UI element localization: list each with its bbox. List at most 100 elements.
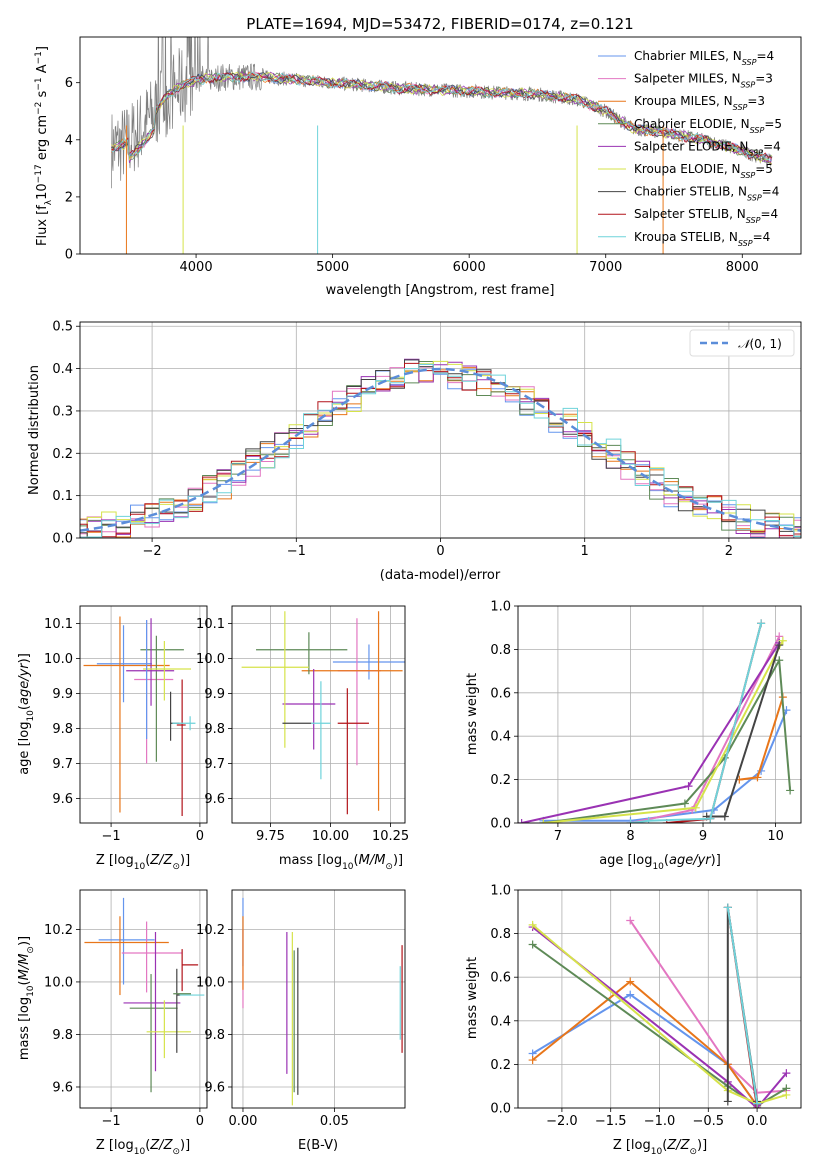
- y-tick-label: 9.6: [52, 1080, 73, 1095]
- series-marker: [684, 782, 693, 791]
- y-tick-label: 0.0: [490, 1102, 511, 1117]
- y-tick-label: 10.0: [196, 652, 225, 667]
- series-marker: [778, 636, 787, 645]
- label-part: ⊙: [689, 1147, 697, 1157]
- label-part: 10: [342, 862, 354, 872]
- label-part: λ: [44, 199, 54, 205]
- series-line: [531, 926, 788, 1108]
- chart-mass-vs-Z: −1 0 9.6 9.8 10.0 10.2: [44, 889, 208, 1129]
- x-tick-label: 2: [725, 544, 733, 559]
- series-line: [532, 993, 758, 1107]
- legend-name: Chabrier MILES, N: [634, 49, 742, 63]
- y-tick-label: 0: [65, 248, 73, 263]
- legend-sub: SSP: [746, 216, 761, 225]
- x-axis-label: E(B-V): [298, 1138, 338, 1153]
- legend-box: [689, 329, 795, 357]
- legend-name: Salpeter ELODIE, N: [634, 139, 748, 153]
- x-axis-label: (data-model)/error: [380, 568, 501, 583]
- x-tick-label: 9.75: [256, 829, 285, 844]
- x-tick-label: −1: [101, 829, 120, 844]
- label-part: )]: [393, 853, 403, 868]
- label-part: erg cm: [35, 115, 50, 164]
- x-tick-label: 6000: [453, 260, 486, 275]
- y-tick-label: 9.8: [204, 722, 225, 737]
- series-line: [531, 924, 787, 1105]
- chart-age-vs-Z: −1 0 9.6 9.7 9.8 9.9 10.0 10.1: [44, 605, 208, 844]
- x-tick-label: −1.0: [644, 1114, 676, 1129]
- series-marker: [786, 786, 795, 795]
- x-tick-label: −1: [101, 1114, 120, 1129]
- y-tick-label: 9.6: [204, 1080, 225, 1095]
- label-part: Z [log: [96, 1138, 134, 1153]
- label-part: −17: [34, 164, 44, 183]
- label-part: A: [35, 64, 50, 77]
- legend-entry: Kroupa STELIB, NSSP=4: [634, 230, 770, 248]
- x-axis-label: Z [log10(Z/Z⊙)]: [96, 1138, 190, 1157]
- series-line: [543, 640, 784, 823]
- chart-title: PLATE=1694, MJD=53472, FIBERID=0174, z=0…: [246, 15, 633, 33]
- series-marker: [528, 920, 537, 929]
- x-tick-label: 8000: [726, 260, 759, 275]
- plot-area-spectrum: [111, 37, 773, 254]
- series-marker: [782, 1090, 791, 1099]
- x-tick-label: 1: [581, 544, 589, 559]
- y-tick-label: 10.1: [44, 617, 73, 632]
- histogram-step: [80, 360, 801, 538]
- y-tick-label: 10.0: [44, 652, 73, 667]
- y-tick-label: 0.4: [52, 362, 73, 377]
- y-tick-label: 9.9: [204, 687, 225, 702]
- y-tick-label: 9.7: [204, 757, 225, 772]
- series-marker: [626, 977, 635, 986]
- y-tick-label: 0.5: [52, 320, 73, 335]
- x-tick-label: 0: [196, 1114, 204, 1129]
- label-part: age/yr: [17, 662, 32, 705]
- legend-suffix: =4: [756, 49, 774, 63]
- normal-curve: [80, 367, 801, 532]
- label-part: M/M: [359, 853, 386, 868]
- histogram-step: [80, 362, 801, 538]
- label-part: ⊙: [172, 862, 180, 872]
- x-axis-label: Z [log10(Z/Z⊙)]: [96, 853, 190, 872]
- x-tick-label: 10.25: [372, 829, 409, 844]
- y-tick-label: 10.0: [44, 975, 73, 990]
- legend-sub: SSP: [747, 193, 762, 202]
- label-part: Z [log: [613, 1138, 651, 1153]
- legend-entry: 𝒩(0, 1): [738, 337, 782, 351]
- y-tick-label: 9.8: [52, 722, 73, 737]
- legend-args: (0, 1): [750, 337, 782, 351]
- label-part: 10: [26, 985, 36, 997]
- histogram-step: [80, 363, 801, 538]
- y-axis-label: Flux [fλ10−17 erg cm−2 s−1 A−1]: [34, 46, 54, 246]
- x-tick-label: 10: [767, 829, 784, 844]
- legend-sub: SSP: [741, 171, 756, 180]
- x-tick-label: 0.0: [747, 1114, 768, 1129]
- y-tick-label: 10.1: [196, 617, 225, 632]
- y-tick-label: 0.8: [490, 643, 511, 658]
- plot-area-massweight-vs-age: [518, 619, 795, 823]
- x-tick-label: 8: [626, 829, 634, 844]
- y-tick-label: 0.6: [490, 971, 511, 986]
- y-tick-label: 0.3: [52, 404, 73, 419]
- x-tick-label: 7000: [589, 260, 622, 275]
- legend-suffix: =5: [755, 162, 773, 176]
- label-part: 10: [651, 1147, 663, 1157]
- legend-entry: Salpeter ELODIE, NSSP=4: [634, 139, 781, 157]
- label-part: age [log: [17, 722, 32, 775]
- series-marker: [723, 1097, 732, 1106]
- legend-sub: SSP: [742, 58, 757, 67]
- label-part: −1: [34, 51, 44, 64]
- legend-name: Chabrier ELODIE, N: [634, 117, 750, 131]
- axes-frame: [231, 605, 406, 824]
- plot-area-mass-vs-Z: [84, 897, 205, 1093]
- legend-suffix: =4: [762, 185, 780, 199]
- legend-suffix: =4: [760, 207, 778, 221]
- y-tick-label: 9.7: [52, 757, 73, 772]
- y-tick-label: 0.2: [490, 773, 511, 788]
- series-marker: [528, 940, 537, 949]
- y-tick-label: 2: [65, 190, 73, 205]
- label-part: (: [145, 1138, 150, 1153]
- series-marker: [680, 799, 689, 808]
- legend-entry: Salpeter STELIB, NSSP=4: [634, 207, 778, 225]
- series-marker: [539, 819, 548, 823]
- label-part: Flux [f: [35, 205, 50, 246]
